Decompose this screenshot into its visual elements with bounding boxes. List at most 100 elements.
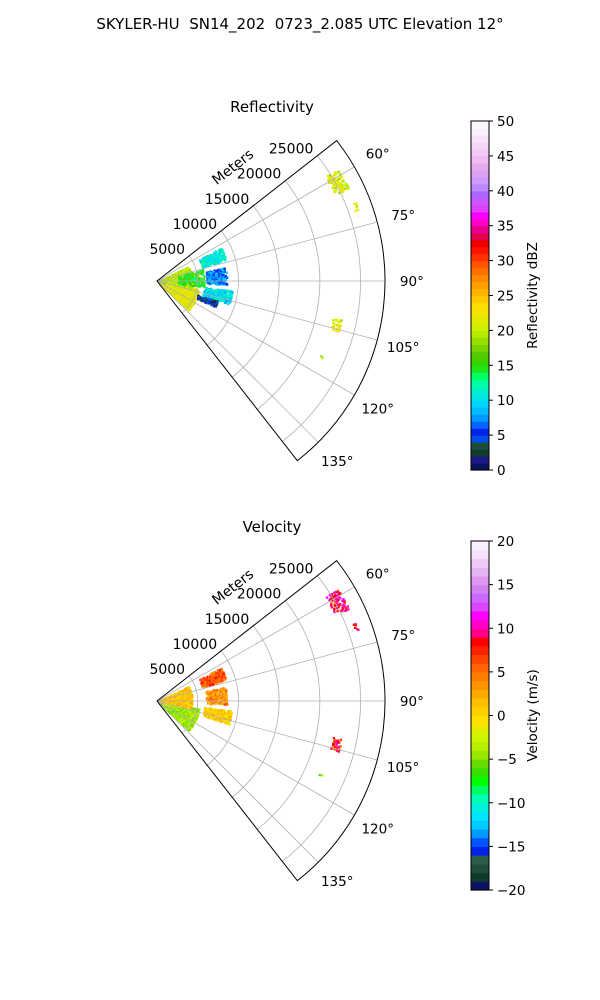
echo-gate: [185, 290, 189, 293]
colorbar-step: [471, 337, 489, 345]
angle-tick-label: 135°: [321, 454, 354, 470]
echo-gate: [355, 205, 359, 208]
colorbar-step: [471, 323, 489, 331]
echo-gate: [337, 170, 340, 173]
echo-gate: [208, 280, 212, 283]
echo-gate: [216, 290, 220, 293]
echo-gate: [326, 174, 330, 178]
echo-gate: [180, 703, 183, 706]
echo-gate: [217, 252, 220, 255]
echo-gate: [174, 716, 177, 719]
echo-gate: [210, 262, 213, 265]
echo-gate: [355, 206, 358, 209]
echo-gate: [215, 270, 218, 274]
echo-gate: [179, 275, 182, 278]
echo-gate: [333, 171, 337, 174]
echo-gate: [190, 726, 193, 729]
echo-gate: [216, 262, 219, 265]
echo-region: [205, 267, 229, 286]
echo-gate: [202, 258, 205, 261]
echo-gate: [202, 299, 205, 302]
echo-gate: [329, 174, 332, 177]
echo-gate: [198, 283, 201, 286]
colorbar-step: [471, 134, 489, 143]
echo-gate: [189, 281, 192, 284]
echo-gate: [332, 325, 335, 328]
echo-gate: [228, 297, 231, 301]
range-ring: [181, 255, 199, 314]
echo-gate: [205, 291, 208, 294]
echo-gate: [214, 258, 218, 261]
echo-gate: [185, 281, 188, 284]
echo-gate: [203, 286, 206, 289]
echo-gate: [337, 182, 340, 186]
echo-gate: [331, 186, 334, 190]
echo-gate: [183, 277, 186, 281]
echo-gate: [205, 274, 209, 277]
echo-gate: [215, 250, 218, 254]
echo-gate: [218, 260, 221, 263]
colorbar-step: [471, 225, 489, 234]
echo-gate: [182, 724, 186, 727]
echo-gate: [180, 285, 184, 288]
echo-gate: [333, 191, 337, 194]
echo-gate: [355, 202, 358, 205]
angle-tick-label: 90°: [400, 274, 424, 290]
echo-region: [197, 294, 219, 308]
echo-gate: [190, 284, 193, 287]
azimuth-line: [156, 280, 319, 443]
colorbar-label: Reflectivity dBZ: [525, 242, 541, 349]
echo-gate: [321, 356, 324, 360]
colorbar-step: [471, 379, 489, 387]
echo-gate: [171, 283, 174, 286]
angle-tick-label: 75°: [391, 208, 415, 224]
echo-gate: [220, 270, 223, 273]
echo-gate: [212, 290, 215, 293]
echo-gate: [216, 301, 219, 304]
echo-gate: [178, 299, 181, 302]
echo-region: [199, 248, 227, 269]
colorbar-step: [471, 435, 489, 443]
echo-gate: [186, 286, 189, 289]
echo-gate: [200, 272, 203, 276]
echo-gate: [338, 189, 341, 192]
echo-gate: [216, 269, 219, 272]
echo-gate: [217, 253, 220, 257]
colorbar-step: [471, 386, 489, 394]
echo-gate: [217, 260, 220, 263]
echo-gate: [229, 301, 232, 304]
echo-gate: [186, 307, 189, 311]
echo-gate: [196, 289, 199, 292]
echo-gate: [212, 259, 215, 262]
echo-gate: [337, 330, 340, 333]
echo-gate: [183, 283, 186, 286]
echo-gate: [201, 284, 204, 288]
echo-gate: [213, 281, 216, 284]
echo-gate: [215, 283, 218, 286]
echo-gate: [342, 189, 345, 192]
echo-gate: [192, 720, 196, 723]
echo-gate: [190, 298, 193, 301]
echo-gate: [182, 285, 185, 288]
echo-gate: [186, 268, 189, 271]
echo-gate: [221, 249, 224, 252]
colorbar-step: [471, 246, 489, 255]
echo-gate: [339, 319, 342, 322]
echo-gate: [221, 298, 224, 301]
echo-gate: [208, 264, 211, 267]
radial-tick-label: 25000: [269, 142, 314, 158]
colorbar-step: [471, 204, 489, 213]
echo-gate: [335, 323, 339, 327]
sector-outline: [156, 139, 386, 462]
echo-gate: [210, 258, 214, 262]
colorbar-tick-label: 10: [497, 393, 514, 409]
echo-gate: [197, 298, 200, 301]
echo-gate: [227, 301, 231, 305]
echo-gate: [182, 273, 185, 277]
echo-gate: [333, 184, 336, 187]
echo-gate: [184, 274, 187, 277]
colorbar-tick-label: 25: [497, 289, 514, 305]
echo-gate: [172, 714, 175, 717]
colorbar-step: [471, 218, 489, 227]
echo-gate: [338, 192, 341, 195]
